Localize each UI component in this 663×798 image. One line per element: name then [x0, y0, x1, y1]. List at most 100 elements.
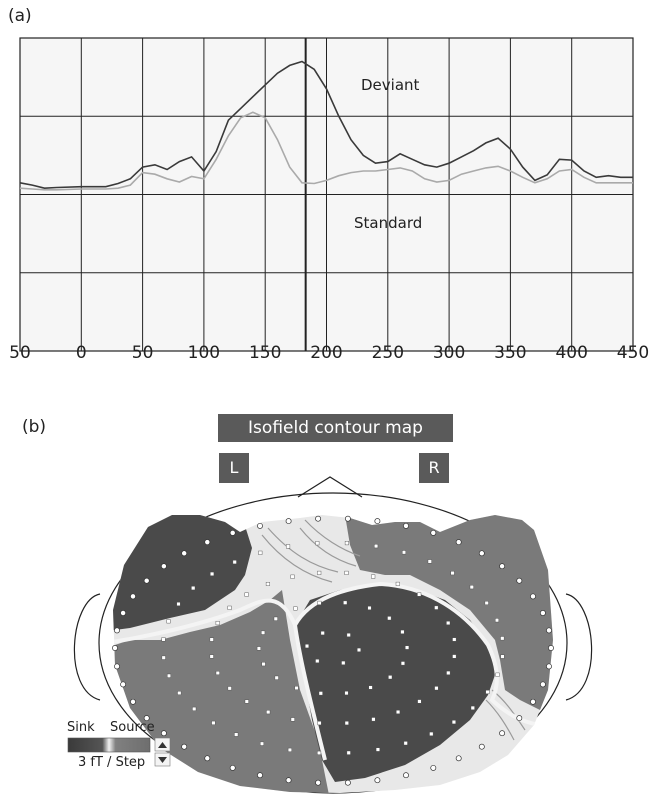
sensor-inner — [315, 659, 320, 664]
sensor-inner — [211, 720, 216, 725]
sensor-outer — [499, 730, 506, 737]
sensor-outer — [403, 522, 409, 529]
sensor-outer — [455, 755, 462, 762]
nose — [297, 476, 363, 498]
sensor-inner — [405, 645, 410, 650]
sensor-outer — [130, 593, 136, 600]
sensor-outer — [546, 663, 552, 670]
sensor-outer — [204, 755, 211, 762]
sensor-outer — [374, 518, 381, 525]
sensor-inner — [215, 621, 220, 626]
right-hemisphere-label: R — [419, 453, 449, 483]
sensor-inner — [368, 685, 373, 690]
sensor-inner — [286, 544, 291, 549]
sensor-inner — [260, 741, 265, 746]
sensor-inner — [500, 654, 505, 659]
sensor-inner — [402, 550, 407, 555]
sensor-outer — [430, 764, 437, 771]
sensor-inner — [387, 616, 392, 621]
sensor-inner — [210, 571, 215, 576]
sensor-inner — [177, 691, 182, 696]
ear-left — [73, 593, 101, 701]
sensor-outer — [499, 563, 506, 570]
sensor-outer — [455, 539, 462, 546]
sensor-inner — [434, 686, 439, 691]
sensor-inner — [495, 672, 500, 677]
sensor-inner — [244, 592, 249, 597]
sensor-inner — [374, 544, 379, 549]
x-tick-label: 150 — [248, 343, 282, 363]
series-line-deviant — [19, 60, 633, 190]
x-tick-label: 50 — [131, 343, 154, 363]
sensor-inner — [290, 574, 295, 579]
x-tick-label: 100 — [187, 343, 221, 363]
sensor-inner — [161, 637, 166, 642]
sensor-inner — [434, 605, 439, 610]
sensor-outer — [516, 715, 523, 722]
left-hemisphere-label: L — [219, 453, 249, 483]
sensor-inner — [344, 570, 349, 575]
x-tick-label: 250 — [371, 343, 405, 363]
sensor-outer — [548, 645, 554, 651]
sensor-inner — [371, 574, 376, 579]
sensor-outer — [315, 779, 322, 786]
sensor-inner — [244, 699, 249, 704]
x-tick-label: 350 — [494, 343, 527, 363]
sensor-inner — [484, 601, 489, 606]
sensor-inner — [265, 582, 270, 587]
series-line-standard — [19, 111, 633, 191]
sensor-inner — [266, 710, 271, 715]
sensor-outer — [114, 663, 120, 670]
sensor-inner — [495, 618, 500, 623]
sensor-inner — [417, 699, 422, 704]
sensor-inner — [287, 747, 292, 752]
sensor-outer — [160, 563, 167, 570]
contour-rings-frontal — [261, 519, 361, 583]
sensor-outer — [204, 539, 211, 546]
sensor-inner — [166, 673, 171, 678]
sensor-inner — [344, 691, 349, 696]
step-spinner[interactable] — [154, 737, 171, 767]
sensor-inner — [371, 717, 376, 722]
sensor-inner — [429, 731, 434, 736]
sensor-outer — [530, 593, 536, 600]
chart-grid — [19, 37, 634, 352]
contour-field — [113, 515, 553, 793]
x-tick-label: 0 — [75, 343, 87, 363]
sensor-inner — [317, 570, 322, 575]
sensor-outer — [539, 610, 546, 616]
sensor-inner — [274, 675, 279, 680]
sensor-outer — [120, 681, 127, 688]
sensor-outer — [130, 698, 136, 705]
sensor-outer — [546, 627, 552, 634]
sink-region-center — [295, 585, 496, 782]
sensor-outer — [257, 772, 263, 779]
sensor-inner — [215, 671, 220, 676]
sensor-outer — [143, 577, 150, 584]
x-tick-label: 450 — [616, 343, 650, 363]
sensor-outer — [285, 518, 292, 525]
sensor-inner — [256, 646, 261, 651]
sensor-inner — [273, 616, 278, 621]
sensor-outer — [344, 515, 351, 522]
sensor-inner — [344, 541, 349, 546]
ear-right — [565, 593, 593, 701]
sensor-inner — [232, 560, 237, 565]
sensor-inner — [290, 717, 295, 722]
sensor-inner — [192, 706, 197, 711]
sensor-inner — [317, 721, 322, 726]
source-region-right — [345, 515, 553, 720]
sensor-inner — [400, 661, 405, 666]
sensor-inner — [293, 606, 298, 611]
sensor-outer — [430, 529, 437, 536]
x-tick-label: 400 — [555, 343, 588, 363]
sensor-inner — [427, 559, 432, 564]
sensor-outer — [478, 550, 485, 557]
sensor-outer — [181, 743, 188, 750]
sensor-inner — [176, 602, 181, 607]
sensor-inner — [346, 750, 351, 755]
sensor-inner — [317, 600, 322, 605]
sensor-outer — [315, 515, 322, 522]
